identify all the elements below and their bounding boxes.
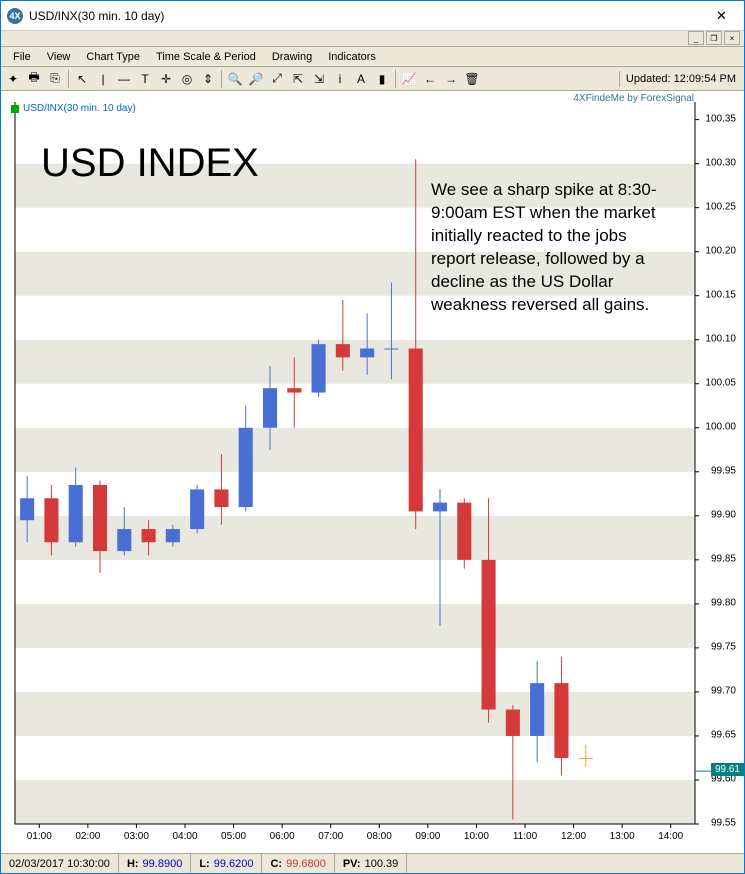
- status-high-value: 99.8900: [143, 858, 183, 870]
- status-low: L: 99.6200: [191, 854, 262, 873]
- tool-target-icon[interactable]: ◎: [177, 69, 197, 89]
- tool-chart-icon[interactable]: 📈: [399, 69, 419, 89]
- tool-fit-icon[interactable]: ⤢: [267, 69, 287, 89]
- tool-v-line-icon[interactable]: ⇕: [198, 69, 218, 89]
- toolbar-sep: [221, 70, 222, 88]
- status-pv-value: 100.39: [365, 858, 399, 870]
- restore-inner-button[interactable]: ❐: [706, 31, 722, 45]
- app-icon: 4X: [7, 8, 23, 24]
- menu-file[interactable]: File: [5, 49, 39, 65]
- tool-bar-icon[interactable]: ▮: [372, 69, 392, 89]
- tool-print-icon[interactable]: 🖶: [24, 69, 44, 89]
- toolbar-updated-label: Updated: 12:09:54 PM: [619, 71, 742, 87]
- minimize-inner-button[interactable]: _: [688, 31, 704, 45]
- tool-range-icon[interactable]: ⇱: [288, 69, 308, 89]
- watermark: 4XFindeMe by ForexSignal: [573, 93, 694, 104]
- tool-label-icon[interactable]: A: [351, 69, 371, 89]
- tool-zoomout-icon[interactable]: 🔎: [246, 69, 266, 89]
- status-close: C: 99.6800: [262, 854, 334, 873]
- tool-crosshair-icon[interactable]: ✛: [156, 69, 176, 89]
- status-close-label: C:: [270, 858, 282, 870]
- toolbar: ✦ 🖶 ⎘ ↖ | — T ✛ ◎ ⇕ 🔍 🔎 ⤢ ⇱ ⇲ i A ▮ 📈 ← …: [1, 67, 744, 91]
- tool-scroll-icon[interactable]: ⇲: [309, 69, 329, 89]
- menu-view[interactable]: View: [39, 49, 79, 65]
- status-low-label: L:: [199, 858, 209, 870]
- status-pv-label: PV:: [343, 858, 361, 870]
- legend-text: USD/INX(30 min. 10 day): [23, 103, 136, 114]
- menu-indicators[interactable]: Indicators: [320, 49, 384, 65]
- status-high: H: 99.8900: [119, 854, 191, 873]
- tool-wizard-icon[interactable]: ✦: [3, 69, 23, 89]
- status-pv: PV: 100.39: [335, 854, 407, 873]
- inner-window-controls: _ ❐ ×: [1, 31, 744, 47]
- menu-drawing[interactable]: Drawing: [264, 49, 320, 65]
- tool-text-icon[interactable]: T: [135, 69, 155, 89]
- close-inner-button[interactable]: ×: [724, 31, 740, 45]
- tool-vline-icon[interactable]: |: [93, 69, 113, 89]
- app-window: 4X USD/INX(30 min. 10 day) ✕ _ ❐ × File …: [0, 0, 745, 874]
- tool-right-icon[interactable]: →: [441, 69, 461, 89]
- status-high-label: H:: [127, 858, 139, 870]
- status-low-value: 99.6200: [214, 858, 254, 870]
- toolbar-sep: [395, 70, 396, 88]
- chart-area[interactable]: 4XFindeMe by ForexSignal USD/INX(30 min.…: [1, 91, 744, 853]
- chart-title: USD INDEX: [41, 141, 259, 186]
- tool-hline-icon[interactable]: —: [114, 69, 134, 89]
- tool-zoomin-icon[interactable]: 🔍: [225, 69, 245, 89]
- menubar: File View Chart Type Time Scale & Period…: [1, 47, 744, 67]
- tool-copy-icon[interactable]: ⎘: [45, 69, 65, 89]
- tool-info-icon[interactable]: i: [330, 69, 350, 89]
- menu-charttype[interactable]: Chart Type: [78, 49, 148, 65]
- tool-pointer-icon[interactable]: ↖: [72, 69, 92, 89]
- menu-timescale[interactable]: Time Scale & Period: [148, 49, 264, 65]
- tool-left-icon[interactable]: ←: [420, 69, 440, 89]
- status-datetime: 02/03/2017 10:30:00: [1, 854, 119, 873]
- legend: USD/INX(30 min. 10 day): [11, 103, 136, 114]
- tool-trash-icon[interactable]: 🗑: [462, 69, 482, 89]
- close-button[interactable]: ✕: [699, 1, 744, 31]
- price-flag: 99.61: [711, 763, 744, 776]
- status-close-value: 99.6800: [286, 858, 326, 870]
- legend-marker: [11, 105, 19, 113]
- toolbar-sep: [68, 70, 69, 88]
- chart-annotation: We see a sharp spike at 8:30-9:00am EST …: [431, 179, 661, 317]
- statusbar: 02/03/2017 10:30:00 H: 99.8900 L: 99.620…: [1, 853, 744, 873]
- window-title: USD/INX(30 min. 10 day): [29, 9, 699, 23]
- titlebar: 4X USD/INX(30 min. 10 day) ✕: [1, 1, 744, 31]
